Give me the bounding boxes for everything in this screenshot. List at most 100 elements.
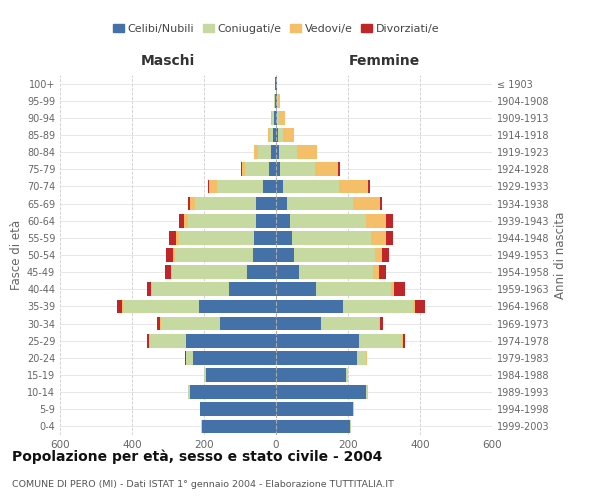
Bar bbox=[276, 282, 316, 296]
Bar bbox=[380, 316, 383, 330]
Bar bbox=[276, 180, 283, 194]
Bar bbox=[263, 180, 276, 194]
Bar bbox=[188, 386, 190, 399]
Text: Popolazione per età, sesso e stato civile - 2004: Popolazione per età, sesso e stato civil… bbox=[12, 450, 382, 464]
Bar bbox=[186, 334, 276, 347]
Bar bbox=[209, 180, 217, 194]
Bar bbox=[279, 111, 284, 124]
Bar bbox=[256, 214, 276, 228]
Bar bbox=[276, 94, 277, 108]
Bar bbox=[188, 214, 256, 228]
Bar bbox=[276, 196, 287, 210]
Text: Femmine: Femmine bbox=[349, 54, 419, 68]
Bar bbox=[275, 76, 276, 90]
Bar bbox=[276, 420, 350, 434]
Bar bbox=[279, 146, 297, 159]
Bar bbox=[258, 146, 271, 159]
Bar bbox=[206, 368, 276, 382]
Bar bbox=[185, 351, 186, 364]
Bar bbox=[283, 128, 294, 142]
Bar bbox=[151, 282, 152, 296]
Bar bbox=[316, 282, 391, 296]
Y-axis label: Anni di nascita: Anni di nascita bbox=[554, 212, 567, 298]
Bar bbox=[276, 300, 343, 314]
Bar bbox=[366, 386, 368, 399]
Bar bbox=[200, 402, 276, 416]
Bar bbox=[276, 266, 299, 279]
Bar bbox=[199, 300, 276, 314]
Bar bbox=[172, 266, 247, 279]
Bar bbox=[386, 231, 393, 244]
Bar bbox=[269, 128, 273, 142]
Bar bbox=[170, 266, 172, 279]
Bar bbox=[188, 196, 190, 210]
Bar bbox=[123, 300, 199, 314]
Bar bbox=[190, 196, 195, 210]
Bar bbox=[366, 214, 386, 228]
Bar bbox=[380, 196, 382, 210]
Bar bbox=[273, 128, 276, 142]
Bar bbox=[299, 266, 373, 279]
Bar bbox=[276, 248, 294, 262]
Bar bbox=[292, 231, 371, 244]
Bar bbox=[150, 334, 186, 347]
Bar bbox=[179, 214, 184, 228]
Bar bbox=[274, 94, 275, 108]
Bar bbox=[152, 282, 229, 296]
Bar bbox=[277, 94, 278, 108]
Bar bbox=[391, 282, 394, 296]
Bar bbox=[148, 334, 149, 347]
Bar bbox=[294, 248, 375, 262]
Bar bbox=[271, 111, 272, 124]
Bar bbox=[394, 282, 405, 296]
Bar bbox=[193, 351, 276, 364]
Bar bbox=[371, 231, 386, 244]
Bar bbox=[314, 162, 338, 176]
Bar bbox=[169, 231, 176, 244]
Bar bbox=[413, 300, 415, 314]
Bar bbox=[276, 128, 278, 142]
Bar bbox=[277, 111, 279, 124]
Bar bbox=[373, 266, 379, 279]
Bar bbox=[275, 94, 276, 108]
Bar bbox=[254, 231, 276, 244]
Bar bbox=[375, 248, 382, 262]
Bar bbox=[274, 111, 276, 124]
Legend: Celibi/Nubili, Coniugati/e, Vedovi/e, Divorziati/e: Celibi/Nubili, Coniugati/e, Vedovi/e, Di… bbox=[108, 20, 444, 38]
Bar bbox=[204, 368, 206, 382]
Bar bbox=[175, 248, 253, 262]
Bar bbox=[179, 231, 254, 244]
Bar bbox=[241, 162, 242, 176]
Bar bbox=[353, 402, 354, 416]
Bar bbox=[338, 162, 340, 176]
Bar bbox=[122, 300, 123, 314]
Bar bbox=[166, 248, 173, 262]
Bar bbox=[254, 146, 258, 159]
Bar bbox=[276, 111, 277, 124]
Bar bbox=[283, 180, 339, 194]
Bar bbox=[403, 334, 405, 347]
Bar bbox=[176, 231, 179, 244]
Bar bbox=[276, 351, 357, 364]
Bar bbox=[280, 162, 314, 176]
Bar bbox=[247, 266, 276, 279]
Bar bbox=[220, 316, 276, 330]
Bar bbox=[297, 146, 317, 159]
Bar bbox=[379, 316, 380, 330]
Bar bbox=[173, 248, 175, 262]
Bar bbox=[165, 266, 170, 279]
Bar bbox=[229, 282, 276, 296]
Bar bbox=[402, 334, 403, 347]
Bar bbox=[276, 231, 292, 244]
Bar bbox=[343, 300, 413, 314]
Bar bbox=[190, 386, 276, 399]
Bar bbox=[157, 316, 160, 330]
Bar bbox=[117, 300, 122, 314]
Bar bbox=[256, 196, 276, 210]
Bar bbox=[276, 162, 280, 176]
Bar bbox=[195, 196, 256, 210]
Bar bbox=[366, 351, 367, 364]
Bar bbox=[276, 334, 359, 347]
Bar bbox=[382, 248, 389, 262]
Text: Maschi: Maschi bbox=[141, 54, 195, 68]
